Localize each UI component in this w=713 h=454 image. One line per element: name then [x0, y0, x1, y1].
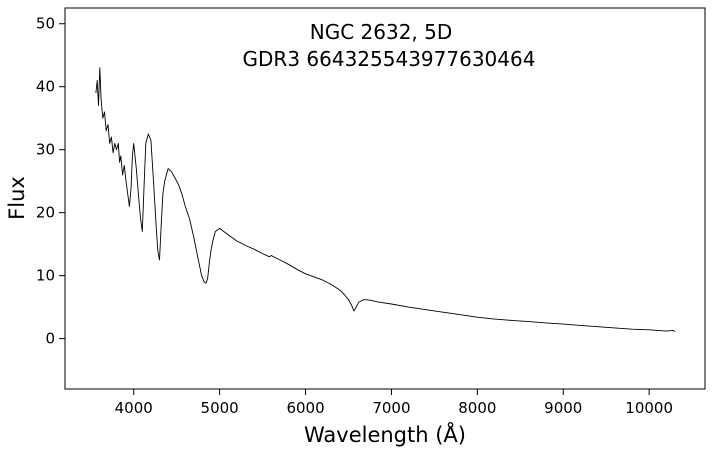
y-tick-label: 40: [36, 78, 55, 96]
spectrum-line: [95, 67, 676, 333]
x-tick-label: 10000: [625, 399, 673, 417]
x-tick-label: 5000: [201, 399, 239, 417]
plot-frame: [64, 7, 706, 390]
y-tick-label: 50: [36, 15, 55, 33]
x-tick-label: 6000: [286, 399, 324, 417]
x-tick-label: 7000: [372, 399, 410, 417]
y-tick-label: 30: [36, 141, 55, 159]
chart-title-line-1: NGC 2632, 5D: [310, 20, 453, 44]
chart-title-line-2: GDR3 664325543977630464: [243, 47, 536, 71]
y-tick-label: 10: [36, 267, 55, 285]
y-tick-label: 20: [36, 204, 55, 222]
x-tick-label: 4000: [115, 399, 153, 417]
x-axis-label: Wavelength (Å): [304, 421, 466, 447]
y-axis-label: Flux: [5, 176, 29, 220]
y-tick-label: 0: [45, 330, 55, 348]
x-tick-label: 8000: [458, 399, 496, 417]
x-tick-label: 9000: [544, 399, 582, 417]
